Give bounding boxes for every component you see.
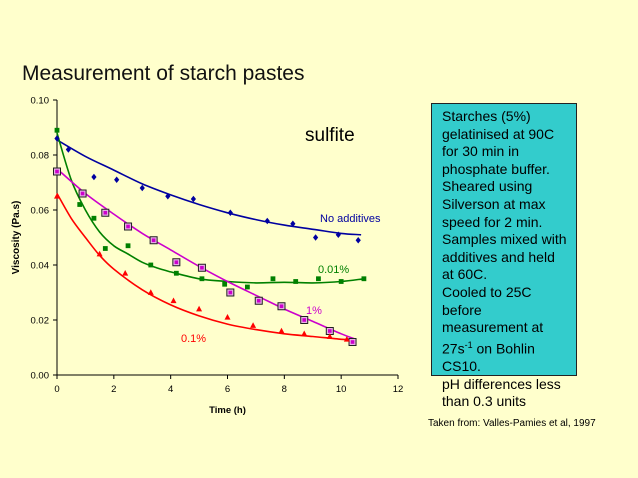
curve-0-01pct (56, 132, 364, 284)
point-no-additives (65, 146, 71, 153)
y-axis-label: Viscosity (Pa.s) (11, 201, 22, 275)
x-axis-label: Time (h) (209, 405, 246, 416)
point-0-01pct (102, 246, 108, 251)
point-0-01pct (148, 262, 154, 268)
curve-0-1pct (56, 193, 356, 341)
y-tick-label: 0.10 (31, 96, 50, 107)
point-no-additives (355, 237, 361, 244)
point-core-1pct (80, 191, 85, 196)
point-0-1pct (301, 330, 308, 337)
note-line-4: Cooled to 25C before measurement at 27s-… (442, 284, 570, 376)
point-core-1pct (279, 304, 284, 309)
point-no-additives (114, 176, 120, 183)
point-0-01pct (199, 276, 205, 282)
point-core-1pct (151, 238, 156, 243)
point-core-1pct (174, 260, 179, 265)
point-core-1pct (328, 329, 332, 333)
chart-curves (56, 132, 364, 341)
y-tick-label: 0.04 (31, 261, 50, 272)
point-no-additives (264, 217, 270, 225)
chart-axes: 0.00 0.02 0.04 0.06 0.08 0.10 0 2 4 6 8 10 12 Time (h… (11, 96, 403, 417)
point-0-01pct (338, 279, 344, 284)
point-0-1pct (170, 297, 177, 304)
point-0-1pct (196, 305, 203, 312)
point-0-01pct (222, 281, 228, 287)
point-core-1pct (228, 290, 233, 295)
chart-annotation-sulfite: sulfite (305, 125, 355, 146)
chart-markers (53, 127, 367, 346)
point-0-1pct (96, 250, 103, 257)
series-label-1pct: 1% (306, 305, 322, 317)
note-superscript: -1 (464, 339, 473, 350)
method-notes-box: Starches (5%) gelatinised at 90C for 30 … (431, 103, 577, 409)
point-0-01pct (293, 279, 299, 284)
note-line-4-tail: on Bohlin CS10. (442, 340, 535, 374)
x-tick-label: 0 (54, 384, 59, 395)
curve-1pct (56, 168, 356, 341)
point-0-01pct (91, 215, 97, 221)
point-no-additives (190, 195, 196, 203)
point-0-1pct (224, 314, 231, 320)
point-0-1pct (250, 322, 257, 328)
note-line-4-text: Cooled to 25C before measurement at 27s (442, 283, 544, 357)
series-label-0-1pct: 0.1% (181, 333, 206, 345)
point-0-1pct (278, 327, 285, 334)
point-no-additives (290, 220, 296, 227)
point-0-01pct (270, 276, 276, 282)
x-tick-label: 6 (225, 384, 230, 395)
point-no-additives (335, 231, 341, 238)
point-core-1pct (55, 169, 59, 174)
point-0-01pct (316, 276, 321, 282)
source-credit: Taken from: Valles-Pamies et al, 1997 (428, 418, 596, 429)
note-line-5: pH differences less than 0.3 units (442, 375, 561, 410)
point-core-1pct (126, 224, 130, 229)
note-line-2: Sheared using Silverson at max speed for… (442, 178, 546, 230)
point-no-additives (54, 135, 60, 142)
series-label-no-additives: No additives (320, 213, 381, 225)
point-0-01pct (77, 202, 83, 207)
point-no-additives (227, 209, 233, 216)
y-tick-label: 0.00 (31, 371, 50, 382)
point-no-additives (312, 234, 319, 241)
point-0-1pct (122, 270, 129, 276)
point-0-01pct (244, 284, 250, 290)
point-0-01pct (361, 276, 367, 282)
slide-title: Measurement of starch pastes (22, 62, 305, 85)
point-0-1pct (326, 333, 333, 339)
x-tick-label: 4 (168, 384, 173, 395)
curve-no-additives (56, 139, 362, 236)
point-no-additives (91, 173, 97, 181)
x-tick-label: 10 (336, 384, 347, 395)
note-line-1: Starches (5%) gelatinised at 90C for 30 … (442, 108, 555, 177)
point-core-1pct (256, 298, 261, 303)
point-no-additives (165, 193, 171, 200)
point-core-1pct (302, 318, 307, 322)
point-0-1pct (147, 289, 154, 295)
point-0-01pct (54, 127, 60, 133)
chart-labels: sulfite No additives 0.01% 1% 0.1% (181, 125, 381, 345)
x-tick-label: 12 (393, 384, 404, 395)
x-tick-label: 8 (282, 384, 287, 395)
point-0-01pct (173, 270, 179, 276)
y-tick-label: 0.06 (31, 206, 50, 217)
point-core-1pct (350, 340, 355, 344)
point-core-1pct (200, 265, 204, 270)
point-0-1pct (54, 193, 60, 199)
y-tick-label: 0.02 (31, 316, 50, 327)
series-label-0-01pct: 0.01% (318, 264, 349, 276)
y-tick-label: 0.08 (31, 151, 50, 162)
point-no-additives (139, 184, 145, 192)
point-0-01pct (125, 243, 131, 249)
note-line-3: Samples mixed with additives and held at… (442, 231, 567, 283)
x-tick-label: 2 (111, 384, 116, 395)
point-core-1pct (103, 210, 108, 215)
point-0-1pct (343, 336, 350, 342)
